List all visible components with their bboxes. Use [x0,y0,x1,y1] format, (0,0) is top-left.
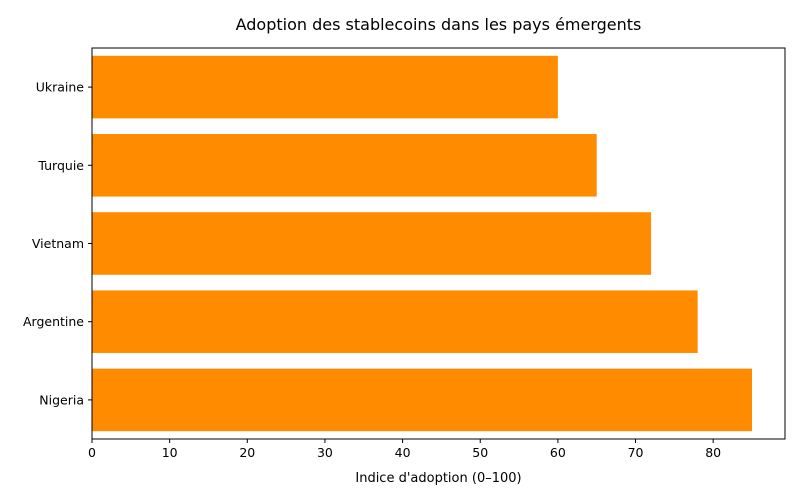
x-tick-label: 50 [472,445,488,460]
bar-ukraine [92,55,558,119]
x-tick-label: 80 [705,445,721,460]
x-tick-label: 40 [395,445,411,460]
bar-argentine [92,290,698,353]
x-tick-label: 60 [550,445,566,460]
chart-title: Adoption des stablecoins dans les pays é… [236,15,642,34]
y-tick-label: Turquie [37,158,84,173]
y-tick-label: Vietnam [32,236,84,251]
x-tick-label: 70 [628,445,644,460]
y-tick-label: Nigeria [39,392,84,407]
y-tick-label: Argentine [23,314,84,329]
bar-nigeria [92,368,752,432]
x-tick-label: 30 [317,445,333,460]
x-tick-label: 10 [162,445,178,460]
bars-layer [92,55,752,432]
y-tick-label: Ukraine [36,80,85,95]
bar-turquie [92,134,597,197]
axes-layer: Nigeria Argentine Vietnam Turquie Ukraine 0 10… [23,47,786,460]
x-axis-label: Indice d'adoption (0–100) [355,471,521,486]
bar-vietnam [92,212,652,275]
plot-frame [91,47,786,440]
x-tick-label: 0 [88,445,96,460]
x-tick-label: 20 [239,445,255,460]
